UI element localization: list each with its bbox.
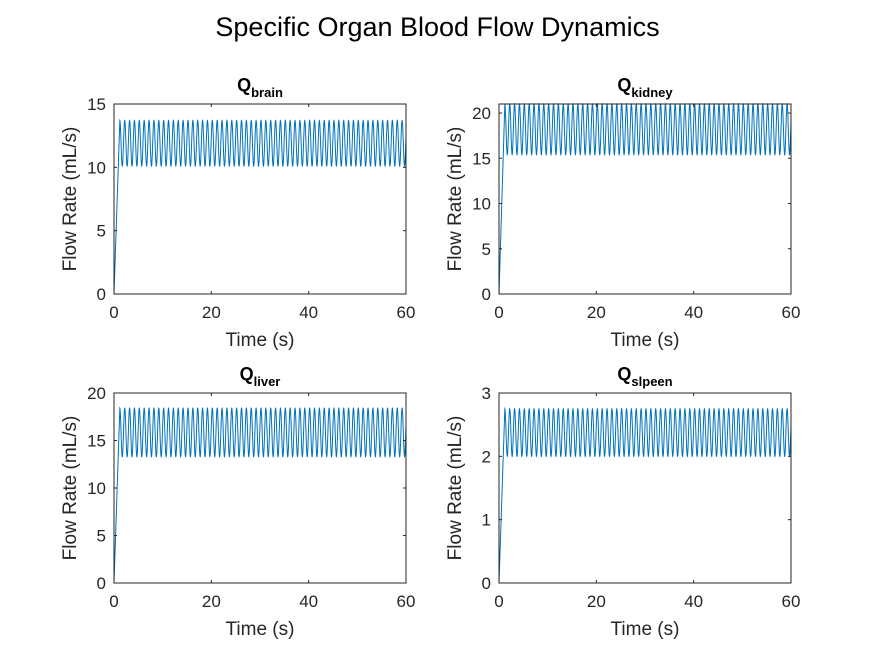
y-tick-label: 0 [97,574,106,593]
x-tick-label: 60 [782,303,801,322]
y-tick-label: 5 [97,222,106,241]
y-tick-label: 10 [87,479,106,498]
subplot-title: Qbrain [237,75,283,100]
y-axis-label: Flow Rate (mL/s) [445,416,466,561]
flow-series-line [113,118,407,295]
flow-series-line [498,102,792,295]
y-tick-label: 10 [472,195,491,214]
y-tick-label: 5 [97,527,106,546]
axes-box [498,103,792,295]
x-tick-label: 0 [494,592,503,611]
x-tick-label: 0 [109,303,118,322]
y-tick-label: 15 [472,149,491,168]
x-axis-label: Time (s) [611,619,680,640]
subplot-brain: Qbrain 0 20 40 60 0 5 10 15 Time (s) Flow Rate (mL… [60,75,415,351]
x-tick-label: 40 [299,303,318,322]
x-tick-label: 40 [684,303,703,322]
subplot-spleen: Qslpeen 0 20 40 60 0 1 2 3 Time (s) Flow Rate (mL/… [445,364,800,640]
axes-box [113,103,407,295]
y-tick-label: 3 [482,384,491,403]
y-tick-label: 15 [87,95,106,114]
y-tick-label: 0 [482,574,491,593]
y-axis-label: Flow Rate (mL/s) [445,127,466,272]
x-tick-label: 20 [587,592,606,611]
y-tick-label: 1 [482,511,491,530]
x-tick-label: 0 [494,303,503,322]
flow-series-line [498,406,792,584]
x-tick-label: 20 [202,303,221,322]
y-tick-label: 5 [482,240,491,259]
x-axis-label: Time (s) [611,330,680,351]
x-tick-label: 60 [782,592,801,611]
y-tick-label: 0 [97,285,106,304]
subplot-kidney: Qkidney 0 20 40 60 0 5 10 15 20 Time (s) Flow Rate … [445,75,800,351]
subplot-title: Qslpeen [617,364,672,389]
x-tick-label: 60 [397,592,416,611]
x-tick-label: 40 [684,592,703,611]
x-axis-label: Time (s) [226,330,295,351]
y-tick-label: 10 [87,158,106,177]
y-axis-label: Flow Rate (mL/s) [60,127,81,272]
y-tick-label: 0 [482,285,491,304]
y-tick-label: 15 [87,432,106,451]
x-tick-label: 40 [299,592,318,611]
y-tick-label: 20 [472,104,491,123]
axes-box [498,392,792,584]
subplot-title: Qliver [240,364,281,389]
y-tick-label: 20 [87,384,106,403]
flow-series-line [113,406,407,584]
figure-title: Specific Organ Blood Flow Dynamics [215,12,660,42]
x-axis-label: Time (s) [226,619,295,640]
y-tick-label: 2 [482,447,491,466]
subplot-liver: Qliver 0 20 40 60 0 5 10 15 20 Time (s) Flow Rate (… [60,364,415,640]
x-tick-label: 20 [202,592,221,611]
y-axis-label: Flow Rate (mL/s) [60,416,81,561]
x-tick-label: 0 [109,592,118,611]
x-tick-label: 20 [587,303,606,322]
subplot-title: Qkidney [617,75,673,100]
x-tick-label: 60 [397,303,416,322]
